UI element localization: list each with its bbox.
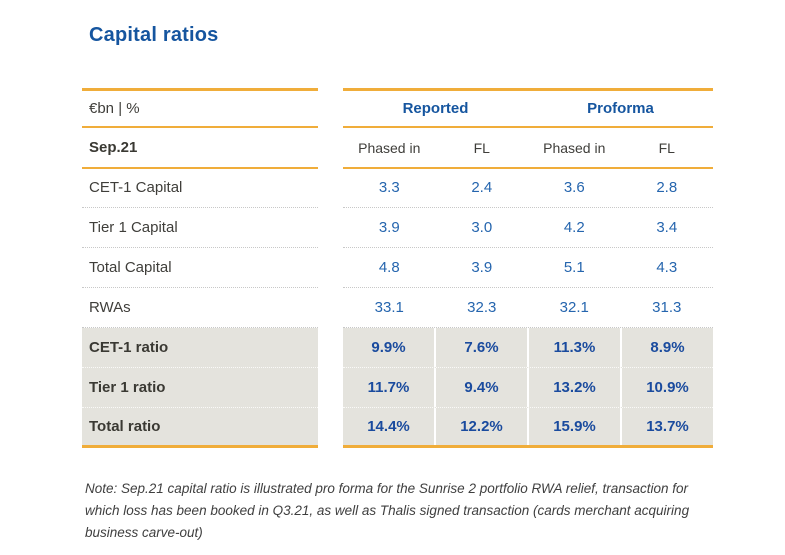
row-label: Tier 1 Capital (82, 208, 318, 248)
cell-value: 3.6 (563, 179, 585, 196)
table-row-cet1-capital: CET-1 Capital 3.3 2.4 3.6 2.8 (82, 168, 713, 208)
cell-value: 5.1 (563, 259, 585, 276)
row-label: Tier 1 ratio (82, 368, 318, 408)
cell-value: 3.9 (471, 259, 493, 276)
cell-value: 14.4% (367, 418, 410, 435)
row-label: CET-1 ratio (82, 328, 318, 368)
date-header-cell: Sep.21 (82, 128, 318, 169)
cell-value: 11.7% (367, 379, 410, 396)
column-gap (318, 208, 343, 248)
cell-value: 3.3 (378, 179, 400, 196)
table-row-total-ratio: Total ratio 14.4% 12.2% 15.9% 13.7% (82, 408, 713, 448)
column-gap (318, 368, 343, 408)
capital-ratios-table: €bn | % Reported Proforma Sep.21 Phased … (82, 88, 713, 448)
cell-value: 13.7% (620, 408, 713, 445)
cell-value: 7.6% (434, 328, 527, 367)
cell-value: 3.9 (378, 219, 400, 236)
cell-value: 3.0 (471, 219, 493, 236)
cell-value: 11.3% (527, 328, 620, 367)
subheader-proforma-fl: FL (658, 139, 675, 156)
row-label: CET-1 Capital (82, 168, 318, 208)
cell-value: 2.8 (656, 179, 678, 196)
cell-value: 9.9% (371, 339, 406, 356)
column-gap (318, 248, 343, 288)
cell-value: 2.4 (471, 179, 493, 196)
column-gap (318, 328, 343, 368)
table-header-row-subcolumns: Sep.21 Phased in FL Phased in FL (82, 128, 713, 169)
row-label: Total Capital (82, 248, 318, 288)
cell-value: 4.3 (656, 259, 678, 276)
column-gap (318, 288, 343, 328)
table-row-tier1-ratio: Tier 1 ratio 11.7% 9.4% 13.2% 10.9% (82, 368, 713, 408)
table-row-cet1-ratio: CET-1 ratio 9.9% 7.6% 11.3% 8.9% (82, 328, 713, 368)
cell-value: 4.2 (563, 219, 585, 236)
cell-value: 10.9% (620, 368, 713, 407)
cell-value: 3.4 (656, 219, 678, 236)
cell-value: 13.2% (527, 368, 620, 407)
subheader-proforma-phased-in: Phased in (543, 139, 606, 156)
group-header-reported: Reported (402, 100, 469, 117)
table-row-rwas: RWAs 33.1 32.3 32.1 31.3 (82, 288, 713, 328)
row-label: Total ratio (82, 408, 318, 448)
table-row-total-capital: Total Capital 4.8 3.9 5.1 4.3 (82, 248, 713, 288)
subheader-reported-fl: FL (473, 139, 490, 156)
footnote: Note: Sep.21 capital ratio is illustrate… (85, 481, 690, 540)
cell-value: 8.9% (620, 328, 713, 367)
cell-value: 12.2% (434, 408, 527, 445)
column-gap (318, 88, 343, 128)
group-header-proforma: Proforma (587, 100, 654, 117)
cell-value: 15.9% (527, 408, 620, 445)
cell-value: 32.3 (467, 299, 497, 316)
subheader-reported-phased-in: Phased in (358, 139, 421, 156)
cell-value: 32.1 (559, 299, 589, 316)
cell-value: 33.1 (374, 299, 404, 316)
cell-value: 9.4% (434, 368, 527, 407)
column-gap (318, 168, 343, 208)
cell-value: 4.8 (378, 259, 400, 276)
column-gap (318, 128, 343, 168)
row-label: RWAs (82, 288, 318, 328)
cell-value: 31.3 (652, 299, 682, 316)
table-header-row-groups: €bn | % Reported Proforma (82, 88, 713, 128)
column-gap (318, 408, 343, 448)
page-title: Capital ratios (89, 24, 219, 46)
unit-header-cell: €bn | % (82, 88, 318, 128)
table-row-tier1-capital: Tier 1 Capital 3.9 3.0 4.2 3.4 (82, 208, 713, 248)
